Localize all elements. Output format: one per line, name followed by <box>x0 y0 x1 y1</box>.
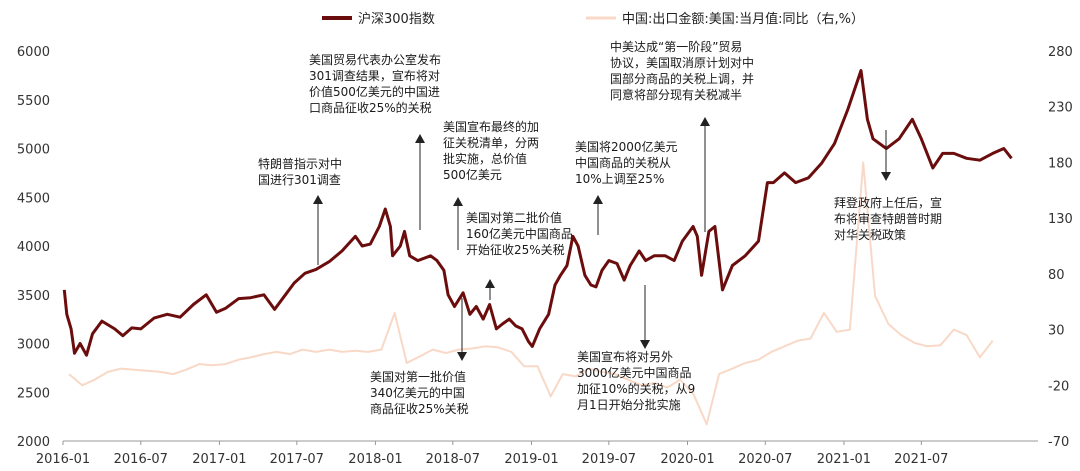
annotation-text-line: 协议，美国取消原计划对中 <box>610 55 754 70</box>
annotation-text-line: 特朗普指示对中 <box>258 156 342 171</box>
arrow-up-icon <box>453 197 463 206</box>
y-right-tick-label: 230 <box>1048 101 1073 116</box>
x-tick-label: 2018-07 <box>426 452 480 467</box>
arrow-down-icon <box>457 352 467 361</box>
y-right-tick-label: 280 <box>1048 45 1073 60</box>
annotation-ann-8: 中美达成“第一阶段”贸易协议，美国取消原计划对中国部分商品的关税上调，并同意将部… <box>610 39 754 232</box>
y-right-tick-label: 30 <box>1048 324 1065 339</box>
annotation-text-line: 商品征收25%关税 <box>370 401 469 416</box>
annotation-text-line: 国进行301调查 <box>258 173 341 187</box>
y-right-tick-label: 180 <box>1048 156 1073 171</box>
y-left-tick-label: 2000 <box>17 435 50 450</box>
annotation-text-line: 对华关税政策 <box>834 228 906 242</box>
y-left-tick-label: 4500 <box>17 191 50 206</box>
y-left-tick-label: 3500 <box>17 289 50 304</box>
y-right-tick-label: -70 <box>1048 435 1069 450</box>
x-tick-label: 2021-07 <box>894 452 948 467</box>
y-right-tick-label: 130 <box>1048 212 1073 227</box>
annotation-text-line: 301调查结果，宣布将对 <box>309 68 440 83</box>
y-left-tick-label: 5000 <box>17 143 50 158</box>
annotation-text-line: 美国对第一批价值 <box>370 369 466 384</box>
annotation-text-line: 国部分商品的关税上调，并 <box>610 71 754 86</box>
annotation-text-line: 拜登政府上任后，宣 <box>834 195 942 210</box>
annotation-text-line: 开始征收25%关税 <box>466 243 565 257</box>
arrow-up-icon <box>485 279 495 288</box>
annotation-text-line: 美国对第二批价值 <box>466 210 562 225</box>
annotation-text-line: 500亿美元 <box>443 167 502 182</box>
x-tick-label: 2020-07 <box>738 452 792 467</box>
y-left-tick-label: 6000 <box>17 45 50 60</box>
x-tick-label: 2017-07 <box>270 452 324 467</box>
annotation-text-line: 加征10%的关税，从9 <box>577 381 695 396</box>
annotation-text-line: 价值500亿美元的中国进 <box>309 84 440 99</box>
y-left-tick-label: 5500 <box>17 94 50 109</box>
annotation-text-line: 布将审查特朗普时期 <box>834 211 942 226</box>
annotation-text-line: 10%上调至25% <box>575 172 664 186</box>
annotation-ann-2: 美国贸易代表办公室发布301调查结果，宣布将对价值500亿美元的中国进口商品征收… <box>309 52 441 230</box>
arrow-down-icon <box>640 340 650 349</box>
x-tick-label: 2018-01 <box>348 452 402 467</box>
x-tick-label: 2019-07 <box>582 452 636 467</box>
annotation-text-line: 同意将部分现有关税减半 <box>610 87 742 102</box>
x-tick-label: 2016-01 <box>36 452 90 467</box>
annotation-text-line: 批实施，总价值 <box>443 151 527 166</box>
x-tick-label: 2021-01 <box>817 452 871 467</box>
x-tick-label: 2016-07 <box>114 452 168 467</box>
annotation-text-line: 美国宣布将对另外 <box>577 349 673 364</box>
arrow-up-icon <box>313 195 323 204</box>
annotation-text-line: 美国宣布最终的加 <box>443 119 539 134</box>
y-left-tick-label: 2500 <box>17 386 50 401</box>
legend: 沪深300指数 中国:出口金额:美国:当月值:同比（右,%） <box>322 11 864 27</box>
annotation-text-line: 160亿美元中国商品 <box>466 226 573 241</box>
annotation-text-line: 口商品征收25%的关税 <box>309 100 432 115</box>
annotation-text-line: 美国将2000亿美元 <box>575 139 678 154</box>
annotation-text-line: 美国贸易代表办公室发布 <box>309 52 441 67</box>
annotation-text-line: 征关税清单，分两 <box>443 136 539 150</box>
arrow-up-icon <box>593 195 603 204</box>
annotation-text-line: 340亿美元的中国 <box>370 385 465 400</box>
arrow-up-icon <box>415 134 425 143</box>
y-right-tick-label: -20 <box>1048 379 1069 394</box>
annotation-text-line: 3000亿美元中国商品 <box>577 365 692 380</box>
x-tick-label: 2020-01 <box>660 452 714 467</box>
annotation-layer: 特朗普指示对中国进行301调查美国贸易代表办公室发布301调查结果，宣布将对价值… <box>258 39 942 416</box>
legend-label: 沪深300指数 <box>358 11 435 27</box>
legend-label: 中国:出口金额:美国:当月值:同比（右,%） <box>622 11 864 27</box>
arrow-down-icon <box>881 172 891 181</box>
annotation-text-line: 中美达成“第一阶段”贸易 <box>610 39 742 54</box>
x-tick-label: 2017-01 <box>192 452 246 467</box>
y-right-tick-label: 80 <box>1048 268 1065 283</box>
arrow-up-icon <box>700 117 710 126</box>
y-left-tick-label: 3000 <box>17 338 50 353</box>
annotation-text-line: 中国商品的关税从 <box>575 155 671 170</box>
annotation-text-line: 月1日开始分批实施 <box>577 397 681 412</box>
x-tick-label: 2019-01 <box>504 452 558 467</box>
y-left-tick-label: 4000 <box>17 240 50 255</box>
